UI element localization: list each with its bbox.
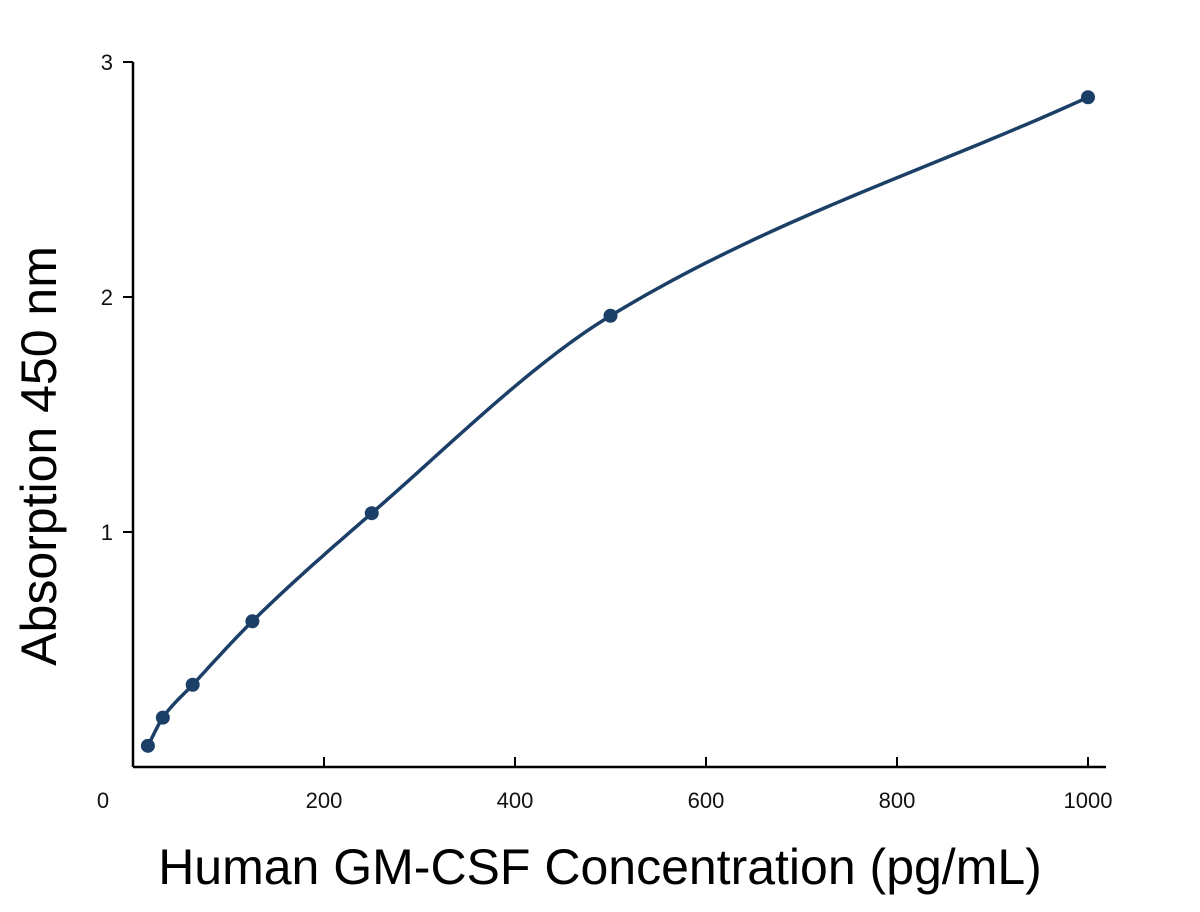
axis-ticks: 0 200 400 600 800 1000 1 2 3 (97, 50, 1113, 813)
data-point (603, 308, 618, 323)
x-tick-label: 1000 (1064, 788, 1113, 813)
axes (131, 62, 1106, 769)
data-point (185, 677, 200, 692)
data-point (364, 506, 379, 521)
x-tick-label: 200 (306, 788, 343, 813)
y-tick-label: 1 (101, 520, 113, 545)
data-point (140, 738, 155, 753)
y-axis-title: Absorption 450 nm (11, 246, 67, 666)
data-point (245, 614, 260, 629)
data-point (1081, 90, 1095, 105)
y-tick-label: 3 (101, 50, 113, 75)
x-axis-title: Human GM-CSF Concentration (pg/mL) (158, 839, 1042, 895)
data-point (155, 710, 170, 725)
x-tick-label: 0 (97, 788, 109, 813)
x-tick-label: 400 (497, 788, 534, 813)
fit-curve (146, 95, 1090, 748)
data-points (140, 90, 1095, 753)
x-tick-label: 600 (688, 788, 725, 813)
fit-curve-layer (146, 95, 1090, 748)
x-tick-label: 800 (879, 788, 916, 813)
y-tick-label: 2 (101, 285, 113, 310)
